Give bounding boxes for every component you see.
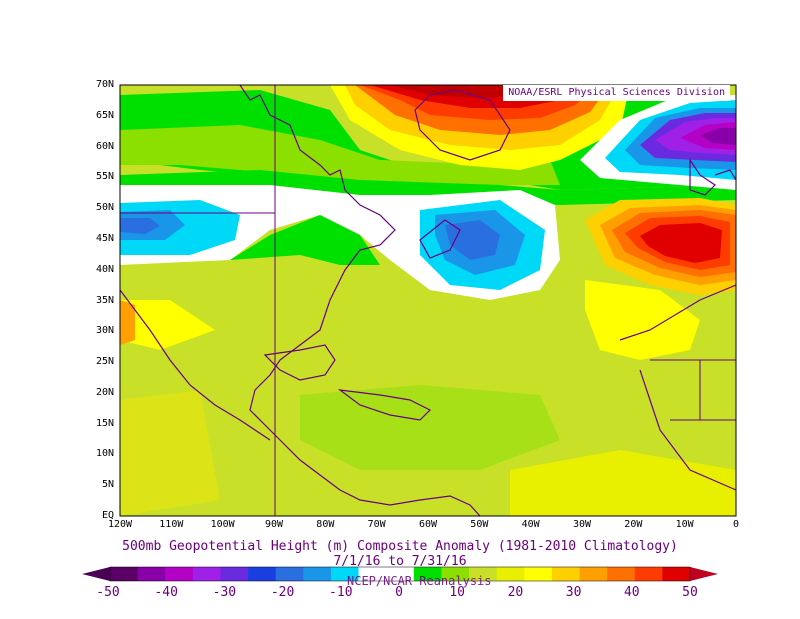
lon-label: 20W — [624, 519, 643, 530]
lon-label: 50W — [470, 519, 489, 530]
colorbar-swatch — [220, 567, 249, 581]
colorbar-label: -40 — [154, 585, 178, 600]
source-label: NCEP/NCAR Reanalysis — [347, 574, 492, 588]
colorbar-swatch — [275, 567, 304, 581]
lat-label: 20N — [95, 386, 114, 398]
lon-label: 10W — [675, 519, 694, 530]
colorbar-label: 20 — [507, 585, 524, 600]
lon-label: 90W — [264, 519, 284, 530]
lat-label: 30N — [95, 325, 114, 337]
colorbar-min-arrow — [82, 567, 110, 581]
colorbar-swatch — [441, 567, 470, 581]
lat-label: 25N — [95, 356, 114, 368]
lon-label: 80W — [316, 519, 335, 530]
map-title: 500mb Geopotential Height (m) Composite … — [122, 539, 678, 554]
coastlines — [120, 85, 736, 516]
lat-label: 45N — [95, 232, 114, 244]
colorbar-swatch — [413, 567, 442, 581]
colorbar-swatch — [248, 567, 277, 581]
colorbar-swatch — [634, 567, 663, 581]
lat-label: 40N — [95, 263, 114, 275]
lon-label: 40W — [521, 519, 540, 530]
colorbar-swatch — [662, 567, 691, 581]
lat-label: 65N — [95, 109, 114, 121]
lat-label: EQ — [101, 510, 114, 521]
colorbar-label: 40 — [623, 585, 640, 600]
colorbar-swatch — [496, 567, 525, 581]
map-frame — [119, 84, 737, 517]
colorbar-swatch — [579, 567, 608, 581]
anomaly-field — [120, 85, 736, 516]
lon-label: 0 — [732, 519, 740, 530]
colorbar-label: 10 — [449, 585, 466, 600]
credit-label: NOAA/ESRL Physical Sciences Division — [503, 85, 730, 101]
colorbar-swatch — [469, 567, 498, 581]
lon-label: 110W — [159, 519, 184, 530]
colorbar-label: 50 — [682, 585, 698, 600]
colorbar-swatch — [110, 567, 139, 581]
colorbar-label: 0 — [395, 585, 403, 600]
colorbar-swatch — [303, 567, 332, 581]
colorbar — [82, 566, 718, 582]
lat-label: 10N — [95, 448, 114, 460]
colorbar-swatch — [607, 567, 636, 581]
colorbar-label: 30 — [565, 585, 582, 600]
lat-label: 15N — [95, 417, 114, 429]
colorbar-swatch — [192, 567, 221, 581]
lon-label: 100W — [210, 519, 235, 530]
lat-label: 60N — [95, 140, 114, 152]
lon-label: 120W — [107, 519, 133, 530]
boundaries — [120, 85, 736, 516]
lat-label: 70N — [95, 79, 114, 90]
colorbar-max-arrow — [690, 567, 718, 581]
colorbar-swatch — [551, 567, 581, 581]
lat-label: 55N — [95, 171, 114, 183]
colorbar-swatch — [137, 567, 166, 581]
lat-label: 5N — [101, 479, 114, 491]
lon-label: 60W — [418, 519, 438, 530]
colorbar-label: -30 — [212, 585, 237, 600]
colorbar-swatch — [386, 567, 415, 581]
colorbar-swatch — [330, 567, 360, 581]
colorbar-swatch — [524, 567, 553, 581]
colorbar-label: -50 — [96, 585, 120, 600]
colorbar-label: -20 — [270, 585, 295, 600]
colorbar-label: -10 — [329, 585, 353, 600]
lon-label: 30W — [572, 519, 592, 530]
colorbar-outline — [109, 566, 691, 582]
lon-label: 70W — [367, 519, 386, 530]
lat-label: 35N — [95, 294, 114, 306]
lat-label: 50N — [95, 202, 114, 214]
colorbar-swatch — [165, 567, 194, 581]
date-range: 7/1/16 to 7/31/16 — [333, 554, 467, 569]
colorbar-swatch — [358, 567, 387, 581]
